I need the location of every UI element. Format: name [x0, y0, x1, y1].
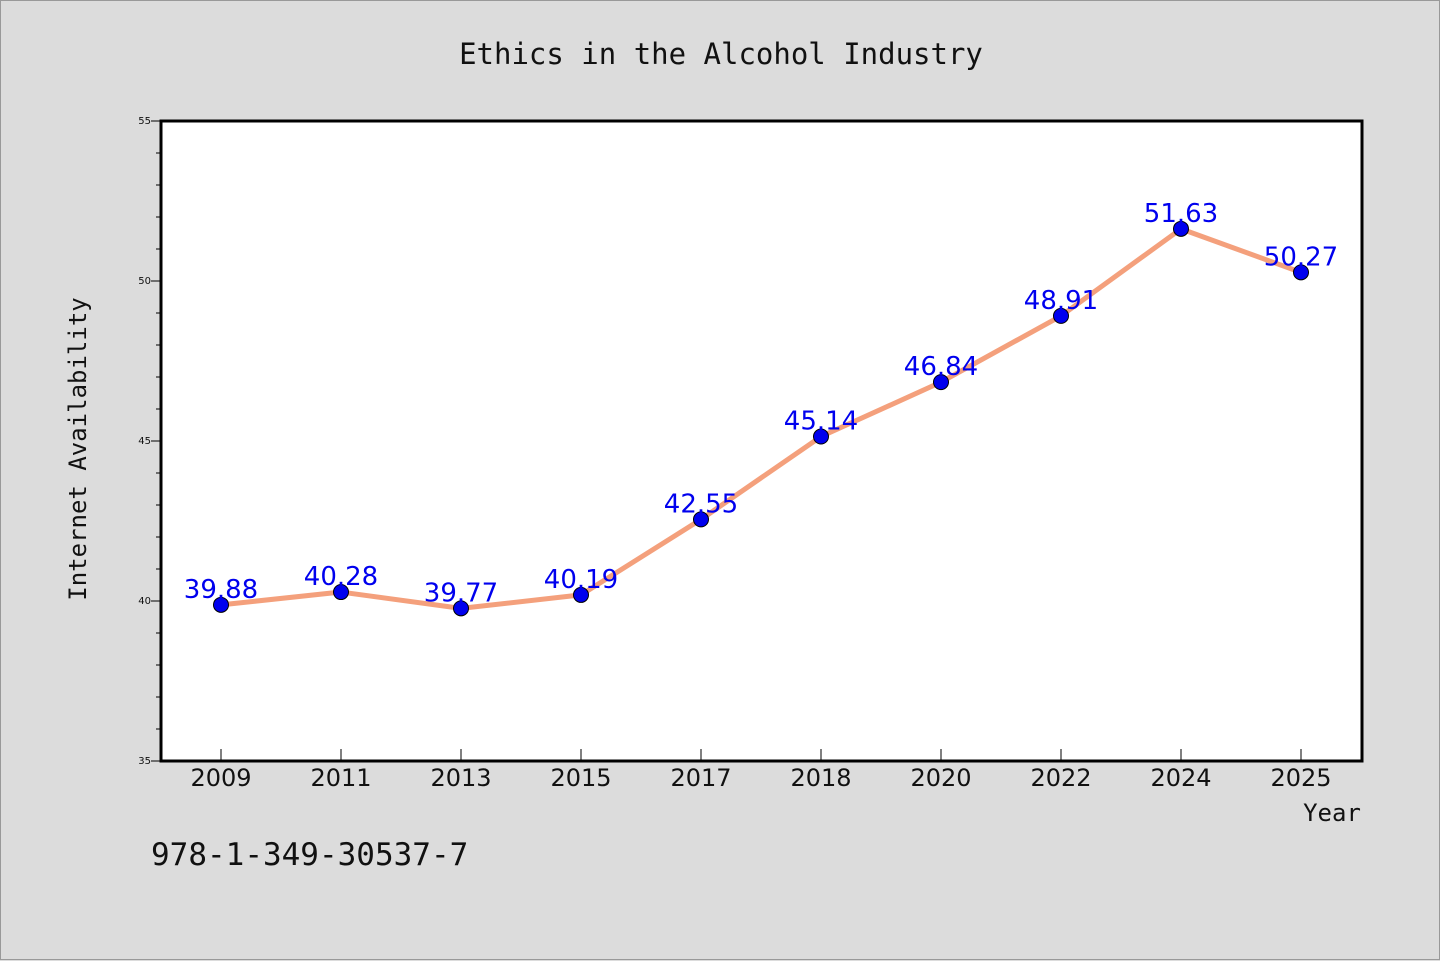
data-label: 48.91: [1024, 286, 1098, 316]
data-label: 40.28: [304, 562, 378, 592]
data-point-marker: [213, 596, 229, 613]
y-axis-label: Internet Availability: [64, 297, 92, 600]
footer-code: 978-1-349-30537-7: [151, 837, 468, 873]
data-label: 39.88: [184, 575, 258, 605]
y-tick-label: 55: [138, 116, 151, 127]
data-label: 51.63: [1144, 199, 1218, 229]
x-tick-label: 2011: [310, 764, 371, 792]
data-point-marker: [813, 428, 829, 445]
x-tick-label: 2013: [430, 764, 491, 792]
data-label: 39.77: [424, 578, 498, 608]
y-tick-label: 45: [138, 436, 151, 447]
data-point-marker: [1053, 307, 1069, 324]
data-labels: 39.88 40.28 39.77 40.19 42.55 45.14 46.84 48.91…: [184, 199, 1338, 609]
data-point-marker: [933, 374, 949, 391]
data-label: 50.27: [1264, 242, 1338, 272]
data-label: 40.19: [544, 565, 618, 595]
y-axis-ticks: [151, 120, 161, 762]
x-tick-label: 2022: [1030, 764, 1091, 792]
x-tick-label: 2018: [790, 764, 851, 792]
x-axis-ticks: [220, 749, 1302, 761]
x-axis-tick-labels: 2009 2011 2013 2015 2017 2018 2020 2022 2024 2025: [190, 764, 1331, 792]
plot-area: [159, 119, 1364, 763]
data-point-marker: [453, 600, 469, 617]
series-markers: [213, 220, 1309, 617]
x-tick-label: 2015: [550, 764, 611, 792]
data-label: 46.84: [904, 352, 978, 382]
y-tick-label: 35: [138, 756, 151, 767]
data-label: 45.14: [784, 407, 858, 437]
series-line: [220, 226, 1302, 611]
x-tick-label: 2020: [910, 764, 971, 792]
y-axis-tick-labels: 35 40 45 50 55: [138, 116, 151, 767]
x-tick-label: 2024: [1150, 764, 1211, 792]
data-point-marker: [1173, 220, 1189, 237]
data-point-marker: [573, 586, 589, 603]
data-point-marker: [693, 511, 709, 528]
x-axis-label: Year: [1303, 799, 1361, 827]
x-tick-label: 2009: [190, 764, 251, 792]
x-tick-label: 2017: [670, 764, 731, 792]
data-label: 42.55: [664, 489, 738, 519]
chart-title: Ethics in the Alcohol Industry: [459, 37, 983, 71]
data-point-marker: [333, 584, 349, 601]
y-tick-label: 50: [138, 276, 151, 287]
data-point-marker: [1293, 264, 1309, 281]
y-tick-label: 40: [138, 596, 151, 607]
x-tick-label: 2025: [1270, 764, 1331, 792]
